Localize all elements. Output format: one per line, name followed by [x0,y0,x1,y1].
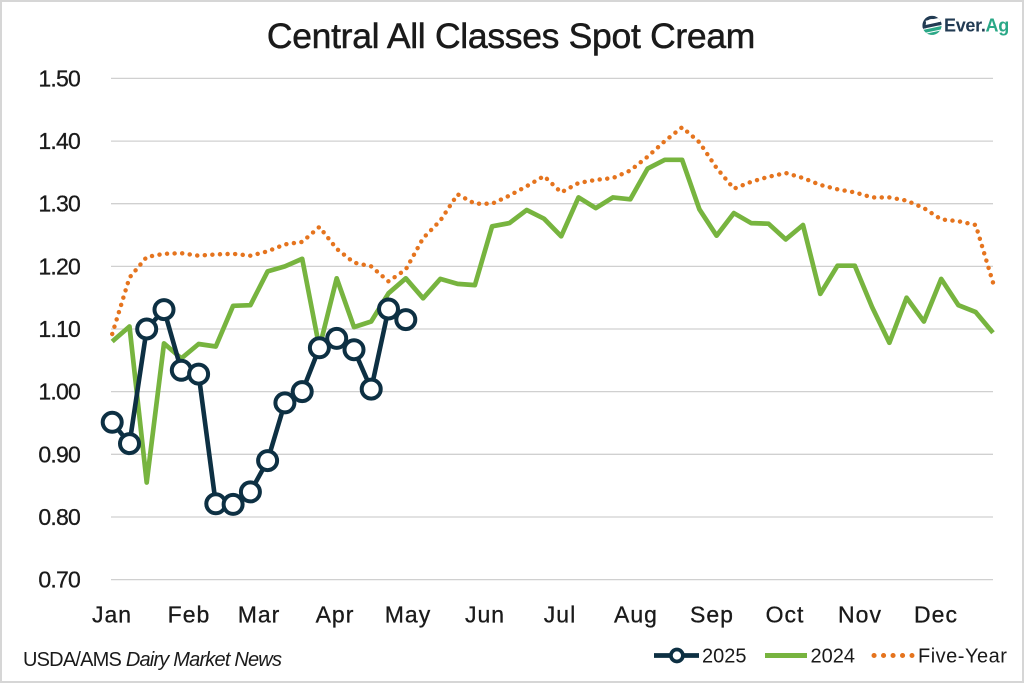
svg-text:Oct: Oct [766,602,805,628]
svg-text:Aug: Aug [614,602,658,628]
svg-text:2025: 2025 [702,646,747,668]
svg-text:Apr: Apr [316,602,355,628]
svg-text:0.70: 0.70 [38,567,80,593]
svg-text:Central All Classes Spot Cream: Central All Classes Spot Cream [267,16,755,56]
svg-text:Mar: Mar [238,602,281,628]
svg-text:Jul: Jul [544,602,576,628]
svg-text:1.00: 1.00 [38,379,80,405]
svg-text:0.80: 0.80 [38,504,80,530]
svg-text:1.30: 1.30 [38,191,80,217]
svg-text:USDA/AMS Dairy Market News: USDA/AMS Dairy Market News [23,649,282,671]
svg-text:2024: 2024 [811,646,856,668]
svg-text:1.20: 1.20 [38,253,80,279]
svg-text:May: May [385,602,431,628]
svg-text:0.90: 0.90 [38,441,80,467]
svg-text:1.50: 1.50 [38,65,80,91]
svg-text:Ever.Ag: Ever.Ag [944,16,1009,36]
svg-text:Feb: Feb [168,602,211,628]
svg-text:1.10: 1.10 [38,316,80,342]
svg-text:Sep: Sep [690,602,734,628]
svg-text:1.40: 1.40 [38,128,80,154]
svg-text:Dec: Dec [914,602,958,628]
svg-text:Five-Year: Five-Year [918,646,1007,668]
svg-text:Nov: Nov [838,602,882,628]
svg-text:Jun: Jun [465,602,505,628]
svg-text:Jan: Jan [92,602,132,628]
